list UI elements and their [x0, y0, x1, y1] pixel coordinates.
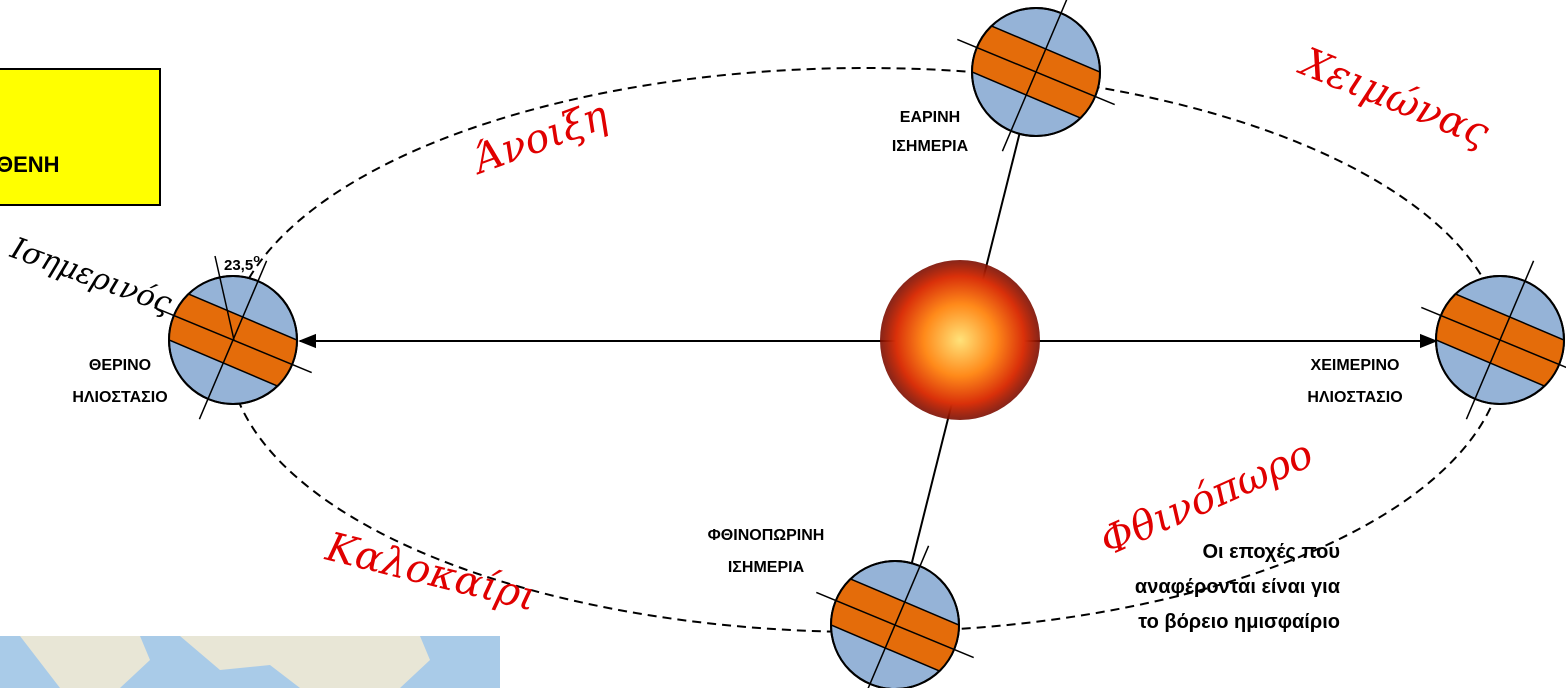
- season-summer: Καλοκαίρι: [321, 524, 541, 621]
- note-line: το βόρειο ημισφαίριο: [1138, 611, 1340, 633]
- label-line: ΙΣΗΜΕΡΙΑ: [728, 559, 805, 576]
- diagram: ΘΕΝΗ 23,5o ΕΑΡΙΝΗ ΙΣΗΜΕΡΙΑ ΘΕΡΙΝΟ ΗΛΙΟΣΤΑΣ…: [0, 0, 1566, 688]
- autumn-label: ΦΘΙΝΟΠΩΡΙΝΗ ΙΣΗΜΕΡΙΑ: [708, 527, 825, 576]
- earth-autumn: [810, 546, 980, 688]
- note-line: Οι εποχές που: [1202, 541, 1340, 563]
- label-line: ΕΑΡΙΝΗ: [900, 109, 960, 126]
- tilt-value: 23,5: [224, 257, 253, 274]
- summer-label: ΘΕΡΙΝΟ ΗΛΙΟΣΤΑΣΙΟ: [72, 357, 167, 406]
- earth-summer: [148, 261, 318, 419]
- label-line: ΘΕΡΙΝΟ: [89, 357, 151, 374]
- earth-spring: [951, 0, 1121, 151]
- map-fragment: [0, 636, 500, 688]
- season-winter: Χειμώνας: [1292, 38, 1496, 156]
- sun: [880, 260, 1040, 420]
- tilt-label: 23,5o: [224, 253, 260, 274]
- label-line: ΗΛΙΟΣΤΑΣΙΟ: [1307, 389, 1402, 406]
- spring-label: ΕΑΡΙΝΗ ΙΣΗΜΕΡΙΑ: [892, 109, 969, 155]
- label-line: ΦΘΙΝΟΠΩΡΙΝΗ: [708, 527, 825, 544]
- season-spring: Άνοιξη: [464, 92, 614, 184]
- note: Οι εποχές που αναφέρονται είναι για το βόρ…: [1135, 541, 1341, 633]
- title-box: [0, 69, 160, 205]
- label-line: ΙΣΗΜΕΡΙΑ: [892, 138, 969, 155]
- title-box-text: ΘΕΝΗ: [0, 152, 60, 177]
- earth-winter: [1415, 261, 1566, 419]
- label-line: ΗΛΙΟΣΤΑΣΙΟ: [72, 389, 167, 406]
- winter-label: ΧΕΙΜΕΡΙΝΟ ΗΛΙΟΣΤΑΣΙΟ: [1307, 357, 1402, 406]
- tilt-unit: o: [253, 253, 260, 265]
- label-line: ΧΕΙΜΕΡΙΝΟ: [1311, 357, 1400, 374]
- note-line: αναφέρονται είναι για: [1135, 576, 1341, 598]
- equator-label: Ισημερινός: [5, 230, 176, 321]
